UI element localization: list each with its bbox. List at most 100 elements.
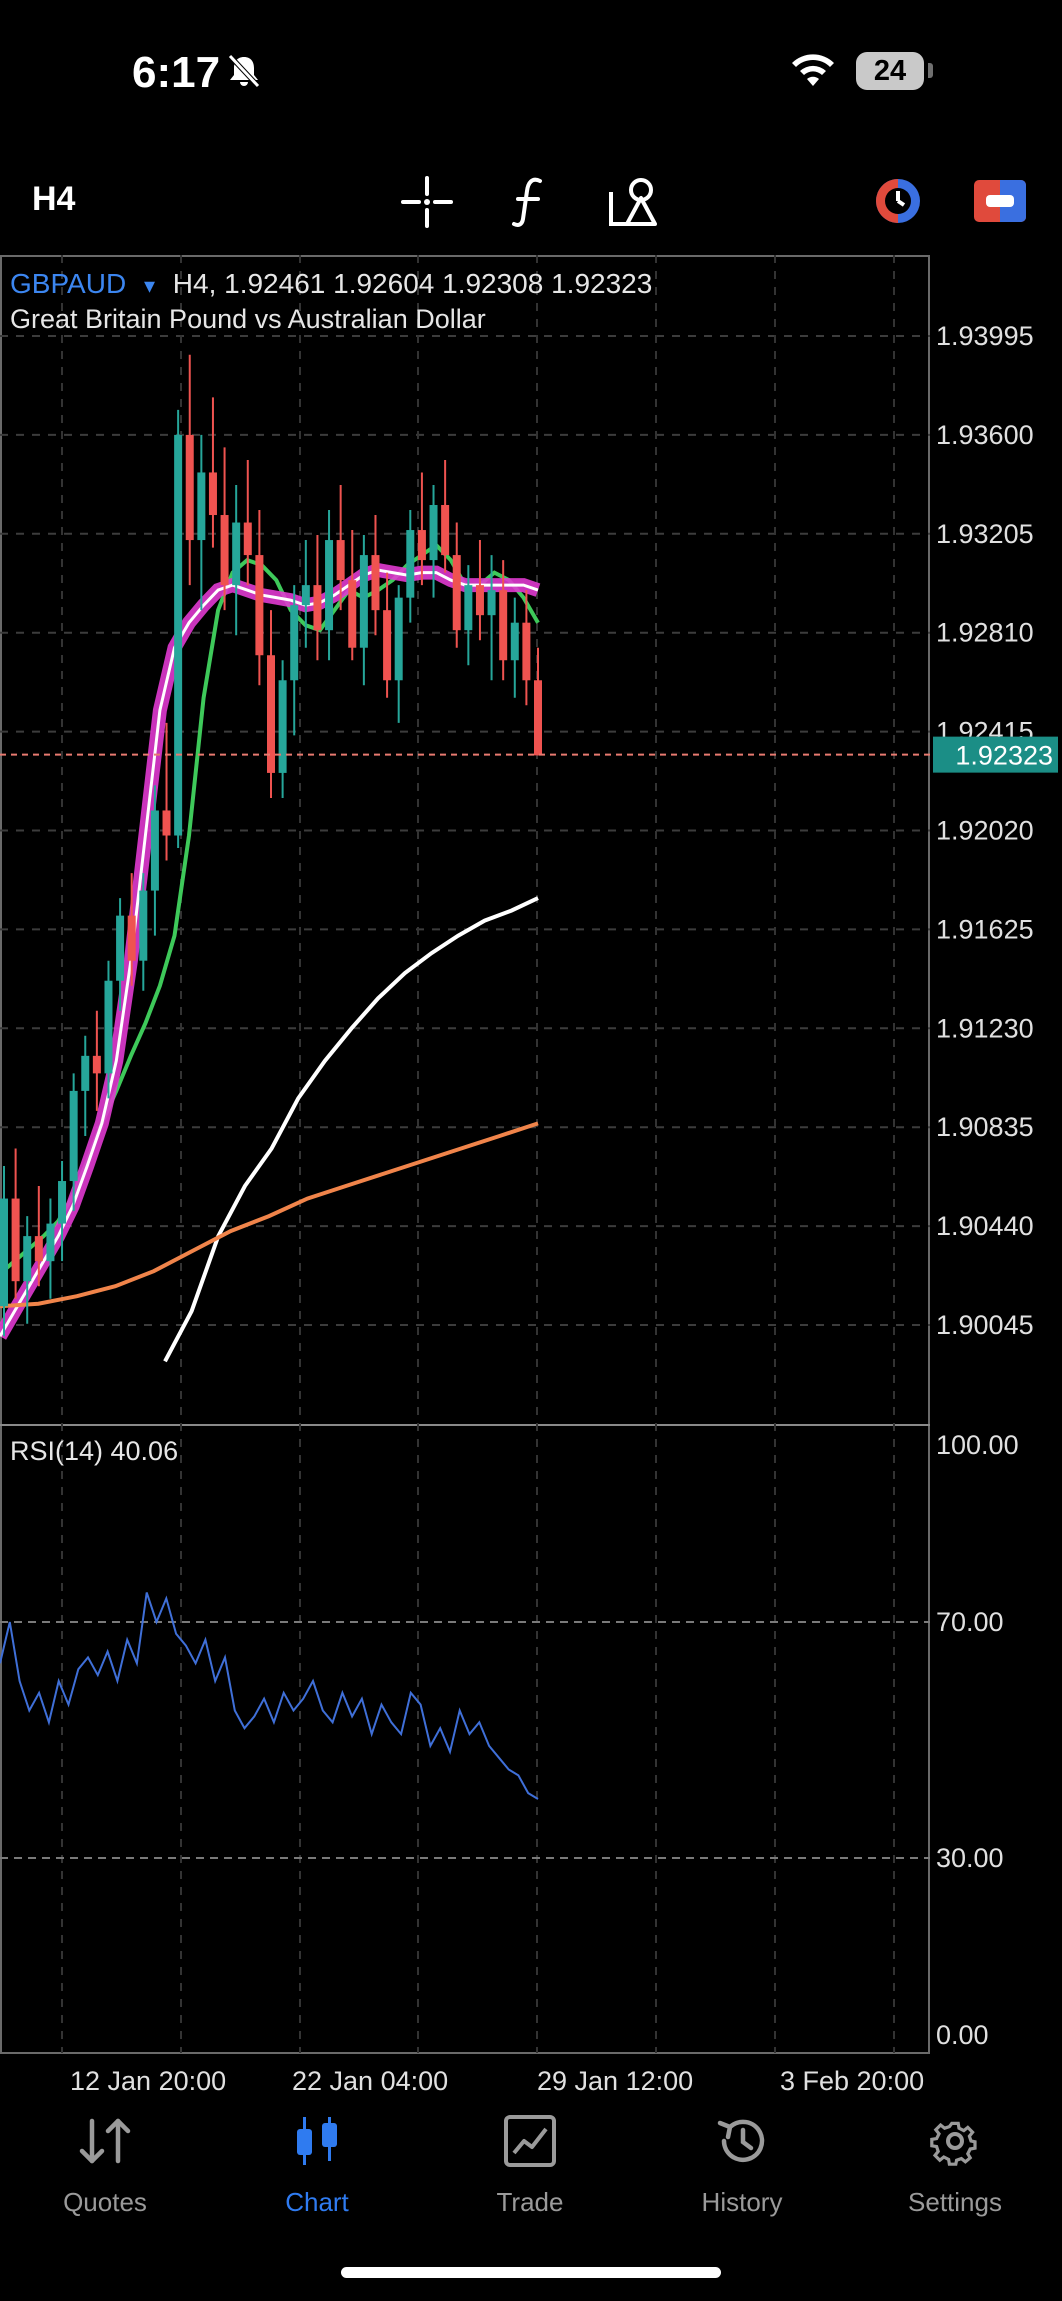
candle-body	[394, 597, 403, 681]
ma-slow-line	[163, 896, 539, 1363]
indicators-icon[interactable]	[510, 175, 550, 229]
trade-icon	[504, 2115, 556, 2167]
moving-averages	[0, 542, 541, 1363]
candle-body	[0, 1198, 8, 1307]
candle-body	[243, 522, 252, 556]
candle-body	[522, 622, 531, 681]
candle-body	[325, 540, 334, 631]
timeframe-button[interactable]: H4	[32, 180, 76, 218]
candle-body	[127, 915, 136, 961]
price-tick-label: 1.93995	[936, 321, 1034, 351]
quotes-icon	[79, 2118, 131, 2164]
battery-nub	[928, 63, 933, 78]
ma-mid-line	[0, 568, 539, 1338]
candle-body	[534, 680, 542, 756]
candle-body	[510, 622, 519, 661]
bell-slash-icon	[228, 54, 260, 88]
candle-body	[23, 1236, 32, 1282]
rsi-tick-label: 30.00	[936, 1843, 1004, 1873]
candles	[0, 354, 542, 1337]
price-tick-label: 1.91625	[936, 914, 1034, 944]
chart-toolbar: H4	[0, 150, 1062, 250]
rsi-line	[0, 1592, 539, 1800]
candle-body	[255, 555, 264, 656]
price-tick-label: 1.90835	[936, 1112, 1034, 1142]
price-tick-label: 1.92020	[936, 816, 1034, 846]
ma-long-line	[0, 1121, 539, 1309]
candle-body	[371, 555, 380, 611]
crosshair-icon[interactable]	[400, 175, 454, 229]
nav-history[interactable]: History	[667, 2095, 817, 2225]
candle-body	[46, 1223, 55, 1262]
rsi-tick-label: 0.00	[936, 2020, 989, 2050]
history-icon	[717, 2119, 765, 2163]
candle-body	[232, 522, 241, 586]
candle-body	[197, 472, 206, 541]
candle-body	[499, 590, 508, 661]
price-tick-label: 1.93205	[936, 519, 1034, 549]
gear-icon	[930, 2121, 977, 2166]
candle-body	[383, 610, 392, 681]
rsi-label: RSI(14) 40.06	[10, 1436, 178, 1466]
candle-body	[81, 1055, 90, 1091]
time-tick-label: 29 Jan 12:00	[537, 2066, 693, 2095]
candle-body	[92, 1055, 101, 1074]
candle-body	[441, 505, 450, 556]
candle-body	[359, 555, 368, 648]
candle-body	[104, 980, 113, 1074]
nav-quotes-label: Quotes	[63, 2187, 147, 2217]
current-price-tag	[933, 736, 1058, 773]
candle-body	[487, 590, 496, 616]
candle-body	[429, 505, 438, 561]
nav-settings-label: Settings	[908, 2187, 1002, 2217]
candle-body	[290, 605, 299, 681]
candle-body	[185, 434, 194, 541]
price-tick-label: 1.91230	[936, 1013, 1034, 1043]
nav-trade-label: Trade	[496, 2187, 564, 2217]
price-tick-label: 1.93600	[936, 420, 1034, 450]
bottom-nav: Quotes Chart Trade History	[0, 2095, 1062, 2235]
symbol-description: Great Britain Pound vs Australian Dollar	[10, 304, 486, 334]
nav-settings[interactable]: Settings	[880, 2095, 1030, 2225]
candle-body	[452, 555, 461, 631]
nav-chart[interactable]: Chart	[242, 2095, 392, 2225]
chart-grid	[0, 255, 930, 2053]
objects-icon[interactable]	[605, 174, 661, 230]
status-time: 6:17	[132, 48, 221, 97]
candle-body	[417, 530, 426, 561]
candle-body	[406, 530, 415, 598]
candle-body	[208, 472, 217, 516]
candle-body	[116, 915, 125, 981]
nav-history-label: History	[701, 2187, 783, 2217]
candle-body	[150, 810, 159, 891]
candle-body	[267, 655, 275, 773]
current-price-label: 1.92323	[955, 741, 1053, 771]
candle-body	[336, 540, 345, 581]
home-indicator	[341, 2267, 721, 2278]
symbol-dropdown-icon[interactable]: ▾	[144, 273, 155, 298]
candle-body	[348, 580, 357, 648]
axis-ticks: 1.939951.936001.932051.928101.924151.920…	[70, 321, 1034, 2095]
rsi-tick-label: 70.00	[936, 1607, 1004, 1637]
nav-trade[interactable]: Trade	[455, 2095, 605, 2225]
nav-quotes[interactable]: Quotes	[30, 2095, 180, 2225]
price-tick-label: 1.90440	[936, 1211, 1034, 1241]
candle-body	[220, 515, 229, 586]
price-tick-label: 1.92810	[936, 618, 1034, 648]
price-chart[interactable]: 1.939951.936001.932051.928101.924151.920…	[0, 255, 1062, 2095]
rsi-path	[0, 1592, 539, 1800]
wifi-icon	[792, 54, 834, 86]
chart-header-line: GBPAUD ▾ H4, 1.92461 1.92604 1.92308 1.9…	[10, 268, 652, 299]
candle-body	[301, 585, 310, 606]
candle-body	[139, 890, 148, 961]
time-tick-label: 22 Jan 04:00	[292, 2066, 448, 2095]
candle-body	[58, 1181, 67, 1224]
chart-icon	[297, 2117, 337, 2165]
time-tick-label: 3 Feb 20:00	[780, 2066, 924, 2095]
trade-panel-icon[interactable]	[974, 180, 1026, 222]
one-click-trading-icon[interactable]	[872, 175, 924, 227]
rsi-tick-label: 100.00	[936, 1430, 1019, 1460]
symbol-label[interactable]: GBPAUD	[10, 268, 126, 299]
candle-body	[464, 585, 473, 631]
nav-chart-label: Chart	[285, 2187, 349, 2217]
